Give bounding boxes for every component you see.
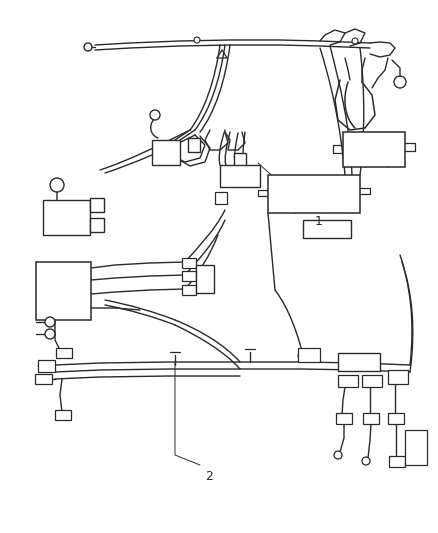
Circle shape xyxy=(194,37,200,43)
Bar xyxy=(337,353,379,371)
Bar xyxy=(90,218,104,232)
Bar xyxy=(195,265,213,293)
Bar xyxy=(182,285,195,295)
Bar xyxy=(404,430,426,465)
Bar xyxy=(387,370,407,384)
Text: 1: 1 xyxy=(314,215,322,228)
Bar xyxy=(388,456,404,467)
Bar xyxy=(387,413,403,424)
Circle shape xyxy=(45,317,55,327)
Bar xyxy=(337,375,357,387)
Text: 2: 2 xyxy=(205,470,212,483)
Bar xyxy=(233,153,245,167)
Bar xyxy=(56,348,72,358)
Bar xyxy=(297,348,319,362)
Bar xyxy=(362,413,378,424)
Circle shape xyxy=(333,451,341,459)
Bar xyxy=(302,220,350,238)
Circle shape xyxy=(393,76,405,88)
Circle shape xyxy=(361,457,369,465)
Bar xyxy=(215,192,226,204)
Bar xyxy=(267,175,359,213)
Circle shape xyxy=(45,329,55,339)
Bar xyxy=(187,138,200,152)
Bar xyxy=(182,258,195,268)
Circle shape xyxy=(84,43,92,51)
Circle shape xyxy=(351,38,357,44)
Bar xyxy=(55,410,71,420)
Bar xyxy=(219,165,259,187)
Bar xyxy=(38,360,55,372)
Circle shape xyxy=(150,110,159,120)
Bar xyxy=(90,198,104,212)
Bar xyxy=(342,132,404,167)
Bar xyxy=(36,262,91,320)
Bar xyxy=(335,413,351,424)
Bar xyxy=(361,375,381,387)
Circle shape xyxy=(50,178,64,192)
Bar xyxy=(43,200,90,235)
Bar xyxy=(35,374,52,384)
Bar xyxy=(152,140,180,165)
Bar xyxy=(182,271,195,281)
